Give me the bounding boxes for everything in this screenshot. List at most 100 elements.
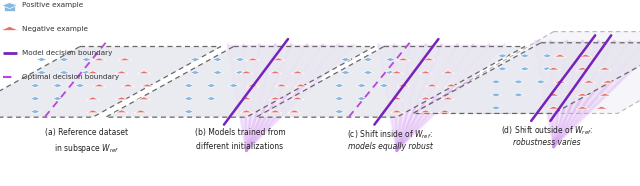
Polygon shape [246, 84, 259, 87]
Polygon shape [334, 110, 344, 114]
Polygon shape [36, 57, 47, 62]
Polygon shape [385, 57, 396, 62]
Text: in subspace $W_{ref}$: in subspace $W_{ref}$ [54, 142, 119, 155]
Polygon shape [275, 84, 288, 87]
Polygon shape [547, 93, 560, 96]
Polygon shape [30, 110, 40, 114]
Polygon shape [426, 84, 438, 87]
Polygon shape [390, 71, 403, 74]
Polygon shape [206, 84, 216, 88]
Polygon shape [291, 97, 304, 100]
Polygon shape [269, 97, 282, 100]
Polygon shape [86, 71, 99, 74]
Polygon shape [190, 57, 200, 62]
Polygon shape [212, 57, 223, 62]
Polygon shape [491, 106, 501, 110]
Polygon shape [554, 54, 566, 57]
Polygon shape [419, 97, 432, 100]
Polygon shape [141, 84, 154, 87]
Polygon shape [520, 54, 530, 58]
Polygon shape [397, 84, 410, 87]
Polygon shape [535, 41, 640, 147]
Polygon shape [536, 80, 546, 84]
Polygon shape [542, 54, 552, 58]
Text: models equally robust: models equally robust [348, 142, 433, 151]
Polygon shape [75, 84, 85, 88]
Polygon shape [438, 110, 451, 113]
Text: (a) Reference dataset: (a) Reference dataset [45, 128, 128, 137]
Polygon shape [419, 110, 432, 113]
Polygon shape [356, 84, 367, 88]
Polygon shape [413, 43, 640, 113]
Polygon shape [598, 67, 611, 70]
Polygon shape [419, 71, 432, 74]
Polygon shape [184, 84, 194, 88]
Polygon shape [520, 67, 530, 71]
Polygon shape [356, 97, 367, 101]
FancyBboxPatch shape [4, 3, 15, 11]
Polygon shape [52, 84, 63, 88]
Text: different initializations: different initializations [196, 142, 284, 151]
Polygon shape [491, 80, 501, 84]
Polygon shape [52, 97, 63, 101]
Polygon shape [190, 70, 200, 75]
Polygon shape [378, 45, 505, 151]
Polygon shape [106, 46, 374, 117]
Polygon shape [442, 71, 454, 74]
Polygon shape [93, 58, 106, 61]
Text: (c) Shift inside of $W_{ref}$:: (c) Shift inside of $W_{ref}$: [348, 128, 433, 141]
Polygon shape [122, 84, 134, 87]
Polygon shape [86, 110, 99, 113]
Polygon shape [513, 80, 524, 84]
Polygon shape [288, 110, 301, 113]
Text: robustness varies: robustness varies [513, 138, 581, 147]
Polygon shape [81, 70, 92, 75]
Polygon shape [294, 84, 307, 87]
Polygon shape [582, 80, 595, 83]
Polygon shape [340, 70, 351, 75]
Polygon shape [212, 70, 223, 75]
Polygon shape [81, 57, 92, 62]
Polygon shape [491, 93, 501, 97]
Polygon shape [602, 80, 614, 83]
Polygon shape [1, 26, 19, 31]
Polygon shape [138, 97, 150, 100]
Polygon shape [59, 57, 69, 62]
Polygon shape [30, 84, 40, 88]
Polygon shape [445, 84, 458, 87]
Polygon shape [118, 58, 131, 61]
Polygon shape [547, 106, 560, 109]
Polygon shape [413, 32, 640, 113]
Polygon shape [269, 71, 282, 74]
Polygon shape [36, 70, 47, 75]
Polygon shape [93, 84, 106, 87]
Polygon shape [0, 46, 221, 117]
Polygon shape [442, 97, 454, 100]
Polygon shape [115, 97, 128, 100]
Polygon shape [390, 110, 403, 113]
Polygon shape [542, 67, 552, 71]
Polygon shape [240, 110, 253, 113]
Polygon shape [235, 57, 245, 62]
Polygon shape [513, 93, 524, 97]
Polygon shape [547, 67, 560, 70]
Polygon shape [240, 71, 253, 74]
Polygon shape [554, 80, 566, 83]
Polygon shape [363, 70, 373, 75]
Polygon shape [228, 45, 355, 151]
Polygon shape [86, 97, 99, 100]
Polygon shape [134, 110, 147, 113]
Polygon shape [184, 110, 194, 114]
Polygon shape [269, 110, 282, 113]
Polygon shape [240, 97, 253, 100]
Polygon shape [579, 54, 592, 57]
Polygon shape [206, 97, 216, 101]
Text: Model decision boundary: Model decision boundary [22, 50, 113, 56]
Text: (b) Models trained from: (b) Models trained from [195, 128, 285, 137]
Polygon shape [576, 67, 589, 70]
Polygon shape [595, 106, 608, 109]
Polygon shape [2, 3, 17, 9]
Polygon shape [340, 57, 351, 62]
Polygon shape [497, 67, 508, 71]
Text: Negative example: Negative example [22, 26, 88, 32]
